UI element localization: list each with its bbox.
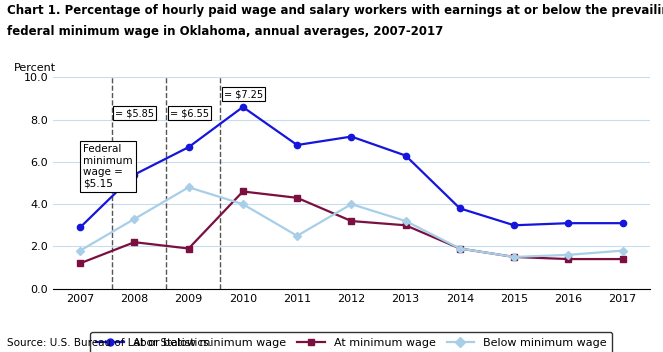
Text: Federal
minimum
wage =
$5.15: Federal minimum wage = $5.15 [83, 144, 133, 189]
At or below minimum wage [76, 225, 84, 230]
Line: At or below minimum wage: At or below minimum wage [77, 104, 626, 231]
Text: = $5.85: = $5.85 [115, 108, 154, 118]
At or below minimum wage [293, 143, 301, 147]
At minimum wage [293, 196, 301, 200]
Below minimum wage [456, 246, 464, 251]
At minimum wage [510, 255, 518, 259]
Below minimum wage [185, 185, 193, 189]
At or below minimum wage [619, 221, 627, 225]
Below minimum wage [239, 202, 247, 206]
Line: Below minimum wage: Below minimum wage [77, 184, 626, 260]
At or below minimum wage [131, 172, 139, 177]
Line: At minimum wage: At minimum wage [77, 188, 626, 266]
At or below minimum wage [402, 153, 410, 158]
At minimum wage [402, 223, 410, 227]
At minimum wage [619, 257, 627, 261]
At or below minimum wage [564, 221, 572, 225]
At or below minimum wage [239, 105, 247, 109]
At or below minimum wage [456, 206, 464, 210]
At minimum wage [185, 246, 193, 251]
Below minimum wage [293, 234, 301, 238]
Below minimum wage [131, 217, 139, 221]
At or below minimum wage [510, 223, 518, 227]
Below minimum wage [619, 249, 627, 253]
Text: Source: U.S. Bureau of Labor Statistics.: Source: U.S. Bureau of Labor Statistics. [7, 339, 211, 348]
Below minimum wage [402, 219, 410, 223]
Text: Chart 1. Percentage of hourly paid wage and salary workers with earnings at or b: Chart 1. Percentage of hourly paid wage … [7, 4, 663, 17]
Legend: At or below minimum wage, At minimum wage, Below minimum wage: At or below minimum wage, At minimum wag… [90, 332, 613, 352]
Below minimum wage [510, 255, 518, 259]
Text: federal minimum wage in Oklahoma, annual averages, 2007-2017: federal minimum wage in Oklahoma, annual… [7, 25, 443, 38]
Text: = $7.25: = $7.25 [224, 89, 263, 99]
At or below minimum wage [347, 134, 355, 139]
At minimum wage [456, 246, 464, 251]
Below minimum wage [76, 249, 84, 253]
At minimum wage [76, 261, 84, 265]
Below minimum wage [347, 202, 355, 206]
At minimum wage [239, 189, 247, 194]
Text: Percent: Percent [14, 63, 56, 73]
At or below minimum wage [185, 145, 193, 149]
At minimum wage [347, 219, 355, 223]
At minimum wage [564, 257, 572, 261]
Below minimum wage [564, 253, 572, 257]
Text: = $6.55: = $6.55 [170, 108, 209, 118]
At minimum wage [131, 240, 139, 244]
